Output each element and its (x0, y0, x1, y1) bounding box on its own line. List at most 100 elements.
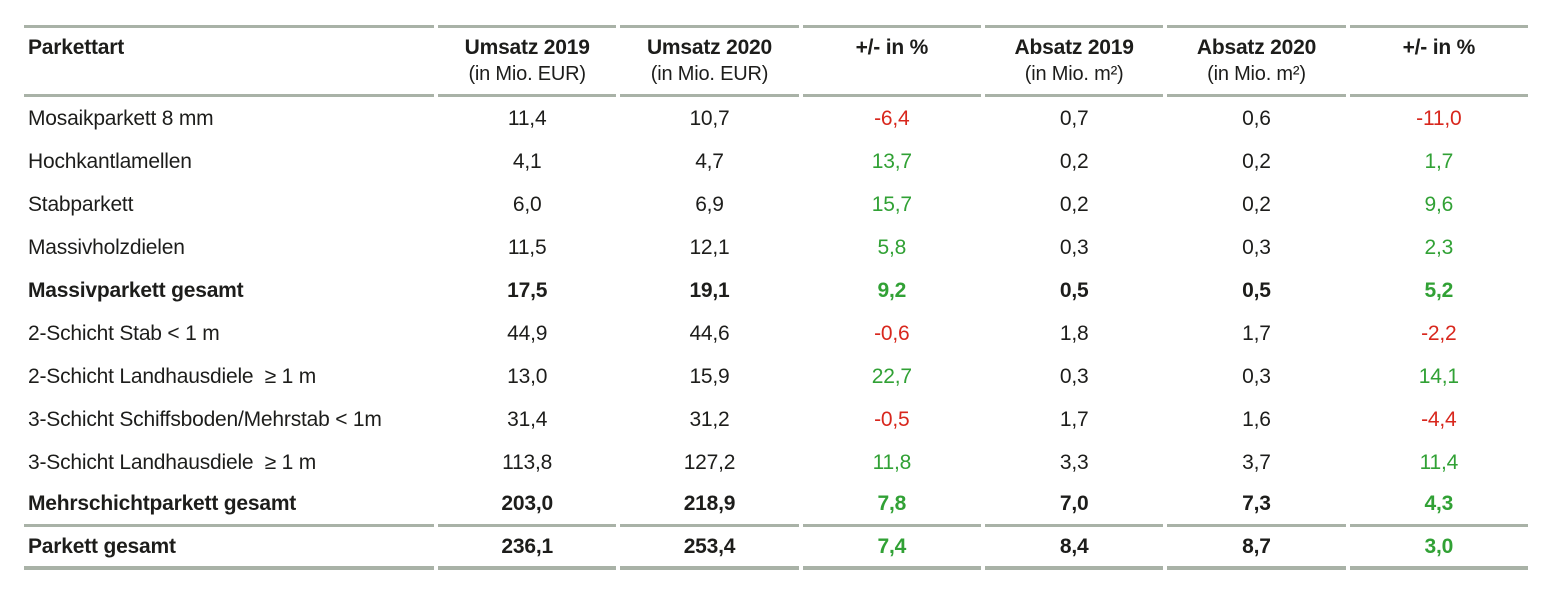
umsatz-2020-cell: 10,7 (689, 106, 730, 130)
umsatz-change-cell: 15,7 (871, 192, 912, 216)
umsatz-2019-cell: 4,1 (512, 149, 542, 173)
table-row-mosaikparkett: Mosaikparkett 8 mm 11,4 10,7 -6,4 0,7 0,… (24, 97, 1528, 140)
row-label: 2-Schicht Landhausdiele ≥ 1 m (28, 364, 317, 388)
umsatz-2019-cell: 13,0 (507, 364, 548, 388)
absatz-2020-cell: 8,7 (1167, 527, 1346, 570)
col-header-umsatz-change: +/- in % (802, 25, 981, 97)
umsatz-2019-cell: 113,8 (502, 450, 553, 474)
umsatz-2020-cell: 19,1 (689, 278, 730, 302)
col-header-label: Absatz 2020 (1196, 36, 1317, 59)
absatz-2020-cell: 0,6 (1242, 106, 1271, 130)
absatz-change-cell: -11,0 (1416, 106, 1462, 130)
absatz-change-cell: 5,2 (1424, 278, 1454, 302)
umsatz-2019-cell: 203,0 (438, 484, 617, 527)
row-label: Mehrschichtparkett gesamt (24, 484, 434, 527)
row-label: Massivparkett gesamt (28, 278, 244, 302)
row-label: Hochkantlamellen (28, 149, 192, 173)
umsatz-change-cell: 7,4 (802, 527, 981, 570)
parkett-statistics-table-wrap: Parkettart Umsatz 2019 (in Mio. EUR) Ums… (20, 25, 1532, 570)
umsatz-change-cell: -0,5 (874, 407, 910, 431)
umsatz-2020-cell: 31,2 (689, 407, 730, 431)
col-header-label: +/- in % (1402, 36, 1476, 59)
absatz-2019-cell: 1,8 (1059, 321, 1089, 345)
table-row-massivholzdielen: Massivholzdielen 11,5 12,1 5,8 0,3 0,3 2… (24, 226, 1528, 269)
row-label: Mosaikparkett 8 mm (28, 106, 214, 130)
col-header-label: Umsatz 2020 (646, 36, 773, 59)
umsatz-2020-cell: 12,1 (689, 235, 730, 259)
row-label: 3-Schicht Schiffsboden/Mehrstab < 1m (28, 407, 382, 431)
umsatz-change-cell: 7,8 (802, 484, 981, 527)
umsatz-2019-cell: 11,4 (507, 106, 547, 130)
absatz-change-cell: 2,3 (1424, 235, 1454, 259)
col-header-unit: (in Mio. EUR) (468, 63, 586, 85)
absatz-2020-cell: 3,7 (1242, 450, 1271, 474)
umsatz-2020-cell: 253,4 (620, 527, 799, 570)
absatz-change-cell: -2,2 (1421, 321, 1457, 345)
absatz-change-cell: 3,0 (1349, 527, 1528, 570)
col-header-label: Absatz 2019 (1014, 36, 1134, 59)
row-label: Stabparkett (28, 192, 134, 216)
umsatz-change-cell: 9,2 (877, 278, 907, 302)
col-header-label: +/- in % (855, 36, 929, 59)
table-row-parkett-gesamt: Parkett gesamt 236,1 253,4 7,4 8,4 8,7 3… (24, 527, 1528, 570)
row-label: 2-Schicht Stab < 1 m (28, 321, 220, 345)
absatz-2020-cell: 0,2 (1242, 192, 1271, 216)
row-label: Massivholzdielen (28, 235, 185, 259)
umsatz-2020-cell: 6,9 (695, 192, 724, 216)
col-header-label: Parkettart (28, 36, 125, 59)
absatz-2019-cell: 0,2 (1059, 192, 1089, 216)
absatz-2020-cell: 0,2 (1242, 149, 1271, 173)
col-header-unit: (in Mio. EUR) (650, 63, 769, 85)
col-header-absatz-2019: Absatz 2019 (in Mio. m²) (984, 25, 1164, 97)
table-row-2schicht-landhausdiele: 2-Schicht Landhausdiele ≥ 1 m 13,0 15,9 … (24, 355, 1528, 398)
absatz-2019-cell: 1,7 (1059, 407, 1089, 431)
umsatz-2020-cell: 44,6 (689, 321, 730, 345)
row-label: 3-Schicht Landhausdiele ≥ 1 m (28, 450, 317, 474)
col-header-absatz-change: +/- in % (1349, 25, 1528, 97)
absatz-2019-cell: 0,3 (1059, 235, 1089, 259)
umsatz-change-cell: -0,6 (874, 321, 910, 345)
col-header-label: Umsatz 2019 (464, 36, 590, 59)
absatz-2019-cell: 0,3 (1059, 364, 1089, 388)
col-header-unit: (in Mio. m²) (1024, 63, 1124, 85)
absatz-change-cell: -4,4 (1421, 407, 1457, 431)
umsatz-2019-cell: 6,0 (512, 192, 542, 216)
col-header-umsatz-2020: Umsatz 2020 (in Mio. EUR) (620, 25, 799, 97)
table-row-massivparkett-gesamt: Massivparkett gesamt 17,5 19,1 9,2 0,5 0… (24, 269, 1528, 312)
col-header-absatz-2020: Absatz 2020 (in Mio. m²) (1167, 25, 1346, 97)
absatz-2020-cell: 0,3 (1242, 235, 1271, 259)
col-header-unit: (in Mio. m²) (1207, 63, 1306, 85)
umsatz-change-cell: -6,4 (874, 106, 910, 130)
umsatz-2020-cell: 15,9 (689, 364, 730, 388)
col-header-umsatz-2019: Umsatz 2019 (in Mio. EUR) (438, 25, 617, 97)
absatz-2019-cell: 8,4 (984, 527, 1164, 570)
umsatz-change-cell: 5,8 (877, 235, 907, 259)
row-label: Parkett gesamt (24, 527, 434, 570)
absatz-change-cell: 4,3 (1349, 484, 1528, 527)
umsatz-2020-cell: 127,2 (683, 450, 736, 474)
absatz-2019-cell: 7,0 (984, 484, 1164, 527)
umsatz-2019-cell: 11,5 (507, 235, 547, 259)
absatz-2020-cell: 1,7 (1242, 321, 1271, 345)
table-row-3schicht-landhausdiele: 3-Schicht Landhausdiele ≥ 1 m 113,8 127,… (24, 441, 1528, 484)
absatz-change-cell: 9,6 (1424, 192, 1454, 216)
umsatz-change-cell: 11,8 (872, 450, 912, 474)
table-row-hochkantlamellen: Hochkantlamellen 4,1 4,7 13,7 0,2 0,2 1,… (24, 140, 1528, 183)
umsatz-2019-cell: 17,5 (507, 278, 548, 302)
absatz-2020-cell: 1,6 (1242, 407, 1271, 431)
table-row-mehrschichtparkett-gesamt: Mehrschichtparkett gesamt 203,0 218,9 7,… (24, 484, 1528, 527)
absatz-2020-cell: 0,5 (1242, 278, 1271, 302)
umsatz-2019-cell: 236,1 (438, 527, 617, 570)
umsatz-2020-cell: 218,9 (620, 484, 799, 527)
absatz-2020-cell: 0,3 (1242, 364, 1271, 388)
absatz-change-cell: 11,4 (1419, 450, 1459, 474)
absatz-change-cell: 1,7 (1424, 149, 1454, 173)
absatz-2019-cell: 0,5 (1059, 278, 1089, 302)
absatz-2019-cell: 3,3 (1059, 450, 1089, 474)
absatz-2019-cell: 0,7 (1059, 106, 1089, 130)
umsatz-2019-cell: 44,9 (507, 321, 548, 345)
header-row: Parkettart Umsatz 2019 (in Mio. EUR) Ums… (24, 25, 1528, 97)
umsatz-2019-cell: 31,4 (507, 407, 548, 431)
absatz-change-cell: 14,1 (1418, 364, 1459, 388)
absatz-2019-cell: 0,2 (1059, 149, 1089, 173)
